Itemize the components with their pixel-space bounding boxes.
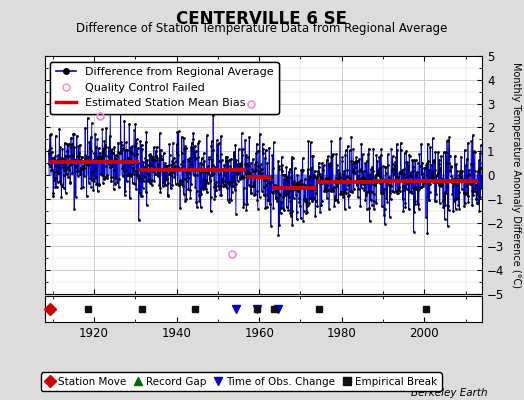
Text: Monthly Temperature Anomaly Difference (°C): Monthly Temperature Anomaly Difference (… (511, 62, 521, 288)
Text: Berkeley Earth: Berkeley Earth (411, 388, 487, 398)
Legend: Difference from Regional Average, Quality Control Failed, Estimated Station Mean: Difference from Regional Average, Qualit… (50, 62, 279, 114)
Text: CENTERVILLE 6 SE: CENTERVILLE 6 SE (177, 10, 347, 28)
Legend: Station Move, Record Gap, Time of Obs. Change, Empirical Break: Station Move, Record Gap, Time of Obs. C… (40, 372, 442, 391)
Text: Difference of Station Temperature Data from Regional Average: Difference of Station Temperature Data f… (77, 22, 447, 35)
